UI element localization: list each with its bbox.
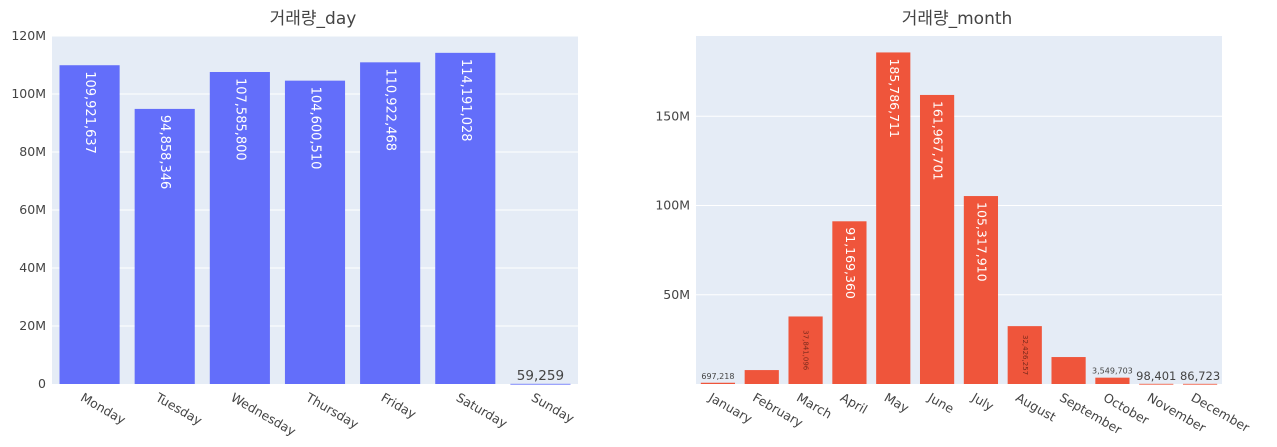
day-bar [510, 383, 571, 385]
month-bar [832, 221, 867, 384]
month-bar [1051, 357, 1086, 384]
day-bar [59, 65, 120, 385]
month-bar-value-label: 86,723 [1180, 369, 1220, 383]
day-bar [360, 62, 421, 385]
day-x-tick-label: Saturday [454, 390, 511, 431]
day-bar-value-label: 59,259 [517, 368, 564, 384]
day-bar-value-label: 110,922,468 [383, 68, 398, 151]
day-y-tick-label: 20M [19, 318, 46, 333]
month-bar-value-label: 185,786,711 [887, 58, 902, 138]
day-bar [435, 52, 496, 385]
month-bar-value-label: 105,317,910 [974, 202, 989, 282]
month-x-tick-label: August [1013, 390, 1058, 425]
day-x-tick-label: Tuesday [152, 389, 205, 428]
month-y-tick-label: 100M [655, 198, 690, 213]
month-bar [1095, 377, 1130, 384]
chart-month: 거래량_month 50M100M150M697,218JanuaryFebru… [655, 9, 1253, 438]
month-bar-value-label: 697,218 [701, 372, 734, 381]
month-x-tick-label: July [969, 389, 997, 414]
month-bar-value-label: 98,401 [1136, 369, 1176, 383]
month-bar-value-label: 91,169,360 [843, 227, 858, 299]
month-x-tick-label: April [838, 390, 870, 417]
month-bar-value-label: 32,426,257 [1021, 335, 1029, 375]
day-bar [284, 80, 346, 385]
month-bar [1139, 383, 1174, 385]
month-x-tick-label: May [882, 390, 912, 416]
month-bar [876, 52, 911, 385]
month-bar [1182, 383, 1218, 385]
month-bar [1007, 326, 1042, 384]
chart-day-title: 거래량_day [270, 9, 357, 29]
day-x-tick-label: Monday [78, 390, 129, 428]
day-y-tick-label: 60M [19, 202, 46, 217]
month-bar [700, 382, 736, 384]
chart-day: 거래량_day 0 20M 40M 60M 80M 100M 120M 109,921,637… [11, 9, 578, 439]
day-bar-value-label: 109,921,637 [82, 71, 97, 154]
day-y-tick-label: 80M [19, 144, 46, 159]
month-plot-area [696, 36, 1222, 384]
day-x-tick-label: Wednesday [228, 390, 299, 439]
day-bar-value-label: 114,191,028 [458, 59, 473, 142]
day-bar [209, 72, 270, 384]
day-y-tick-label: 120M [11, 28, 46, 43]
month-x-tick-label: January [706, 389, 756, 426]
month-y-tick-label: 150M [655, 108, 690, 123]
month-x-tick-label: June [925, 389, 957, 416]
day-y-tick-label: 100M [11, 86, 46, 101]
month-bar [963, 196, 999, 384]
month-bar-value-label: 37,841,096 [802, 330, 810, 371]
month-bar [788, 316, 823, 384]
day-bar-value-label: 107,585,800 [232, 78, 247, 161]
chart-month-title: 거래량_month [902, 9, 1013, 29]
month-bar [744, 370, 779, 384]
day-x-tick-label: Sunday [529, 390, 578, 427]
month-y-tick-label: 50M [663, 287, 690, 302]
day-x-tick-label: Thursday [303, 389, 362, 432]
month-bar-value-label: 3,549,703 [1092, 367, 1133, 376]
month-bar [919, 94, 955, 384]
day-bar-value-label: 104,600,510 [308, 87, 323, 170]
day-y-tick-label: 0 [38, 376, 46, 391]
day-bar-value-label: 94,858,346 [157, 115, 172, 189]
day-bar [134, 108, 195, 384]
month-bar-value-label: 161,967,701 [931, 101, 946, 181]
day-y-tick-label: 40M [19, 260, 46, 275]
day-x-tick-label: Friday [379, 390, 420, 422]
